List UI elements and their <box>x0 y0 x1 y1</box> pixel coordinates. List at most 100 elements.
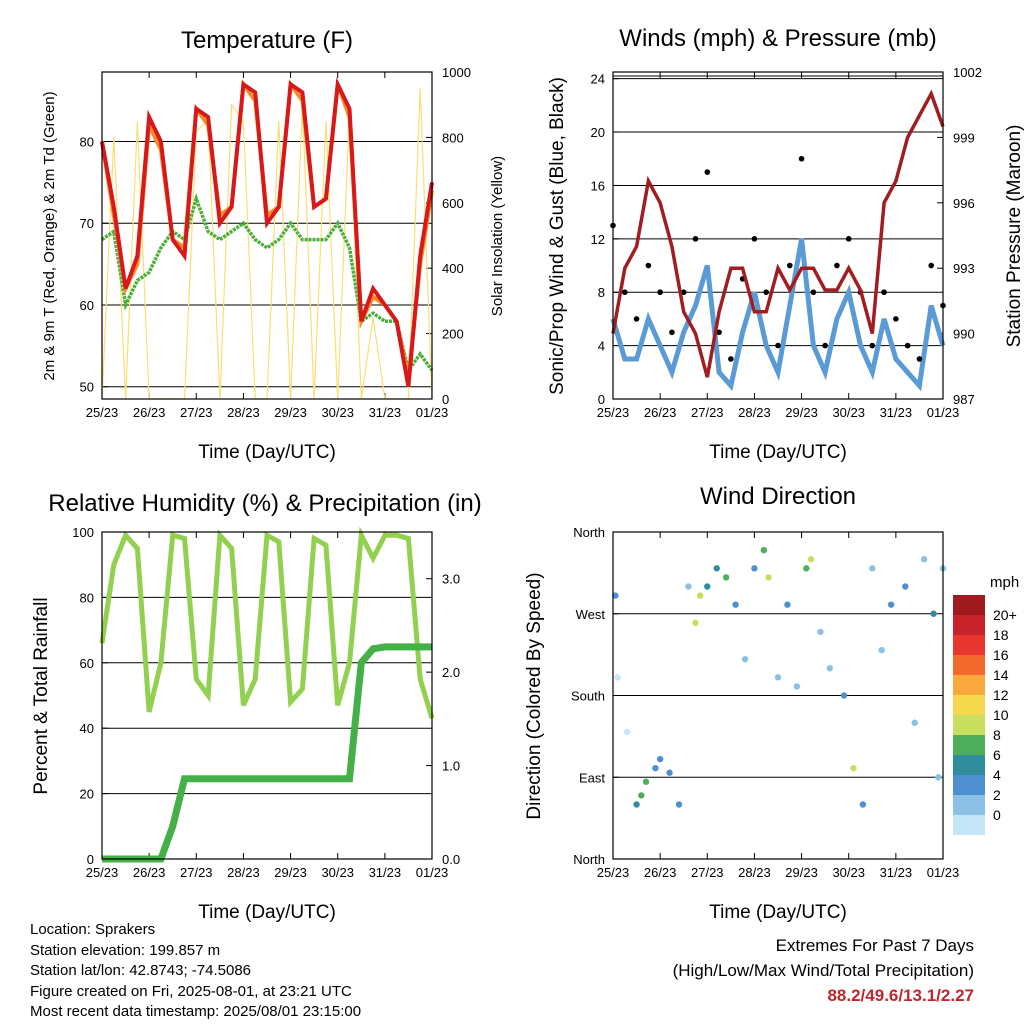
colorbar-swatch <box>953 635 985 655</box>
direction-ytick-label: North <box>573 525 605 540</box>
humidity-xtick-label: 01/23 <box>416 865 449 880</box>
temp-2m-line <box>100 77 434 388</box>
wind-line <box>610 238 946 392</box>
gust-point <box>810 289 817 296</box>
station-info: Location: Sprakers Station elevation: 19… <box>30 920 361 1023</box>
temperature-ylabel-right: Solar Insolation (Yellow) <box>489 156 506 316</box>
colorbar-swatch <box>953 655 985 675</box>
temperature-xtick-label: 31/23 <box>369 405 402 420</box>
temperature-xtick-label: 01/23 <box>416 405 449 420</box>
winds-xtick-label: 30/23 <box>832 405 865 420</box>
gust-point <box>692 236 699 242</box>
temperature-panel: Temperature (F) 2m & 9m T (Red, Orange) … <box>41 27 506 463</box>
temp-9m-line <box>100 78 434 380</box>
direction-point <box>704 583 711 590</box>
colorbar-label: 14 <box>993 667 1009 683</box>
winds-xtick-label: 25/23 <box>597 405 630 420</box>
temperature-plot-area: 25/23 26/23 27/23 28/23 29/23 30/23 31/23 01/23… <box>80 65 471 420</box>
temperature-ytick-right-label: 600 <box>442 196 464 211</box>
humidity-xtick-label: 28/23 <box>227 865 260 880</box>
direction-point <box>869 565 876 572</box>
gust-point <box>845 236 852 242</box>
winds-ytick-label: 12 <box>591 232 605 247</box>
humidity-ytick-label: 0 <box>87 852 94 867</box>
direction-ytick-label: South <box>571 689 605 704</box>
gust-point <box>869 342 876 349</box>
winds-ytick-right-label: 996 <box>953 196 975 211</box>
direction-point <box>741 655 749 663</box>
colorbar-label: 10 <box>993 707 1009 723</box>
direction-point <box>638 792 645 799</box>
direction-point <box>614 674 621 681</box>
humidity-ytick-label: 100 <box>72 525 94 540</box>
gust-point <box>669 329 675 336</box>
temperature-title: Temperature (F) <box>181 27 353 54</box>
station-location: Location: Sprakers <box>30 921 156 938</box>
humidity-ytick-label: 40 <box>80 721 94 736</box>
direction-point <box>666 769 673 776</box>
direction-point <box>817 628 824 636</box>
rh-line <box>99 526 435 720</box>
direction-ylabel-left: Direction (Colored By Speed) <box>524 572 545 819</box>
direction-point <box>656 755 664 763</box>
temperature-ytick-label: 50 <box>80 380 94 395</box>
winds-xtick-label: 29/23 <box>785 405 818 420</box>
winds-panel: Winds (mph) & Pressure (mb) Sonic/Prop W… <box>547 25 1024 463</box>
humidity-ytick-label: 60 <box>80 656 94 671</box>
gust-point <box>916 356 923 362</box>
direction-point <box>911 719 918 726</box>
direction-point <box>935 774 942 781</box>
direction-point <box>826 665 834 672</box>
winds-ytick-right-label: 999 <box>953 130 975 145</box>
gust-point <box>881 289 887 296</box>
colorbar-label: 6 <box>993 747 1001 763</box>
gust-point <box>893 316 899 322</box>
direction-xlabel: Time (Day/UTC) <box>709 902 847 923</box>
gust-point <box>716 329 722 336</box>
temperature-xtick-label: 28/23 <box>227 405 260 420</box>
winds-xtick-label: 26/23 <box>644 405 677 420</box>
temperature-ytick-right-label: 400 <box>442 261 464 276</box>
gust-point <box>928 262 935 269</box>
humidity-plot-area: 25/23 26/23 27/23 28/23 29/23 30/23 31/23 01/23… <box>72 525 460 880</box>
direction-point <box>732 601 739 608</box>
colorbar-label: 18 <box>993 627 1009 643</box>
gust-point <box>751 236 758 242</box>
winds-ytick-label: 20 <box>591 125 605 140</box>
gust-point <box>645 262 652 269</box>
humidity-ytick-right-label: 0.0 <box>442 852 460 867</box>
direction-point <box>633 801 640 808</box>
temperature-ytick-right-label: 0 <box>442 392 449 407</box>
gust-point <box>728 356 734 362</box>
direction-ytick-label: North <box>573 852 605 867</box>
temperature-ylabel-left: 2m & 9m T (Red, Orange) & 2m Td (Green) <box>41 91 58 380</box>
humidity-frame <box>101 531 433 860</box>
direction-point <box>807 556 815 563</box>
gust-point <box>822 342 828 349</box>
extremes-box: Extremes For Past 7 Days (High/Low/Max W… <box>673 933 974 1008</box>
humidity-xtick-label: 25/23 <box>86 865 119 880</box>
humidity-xtick-label: 30/23 <box>321 865 354 880</box>
gust-point <box>763 289 770 296</box>
direction-xtick-label: 26/23 <box>644 865 677 880</box>
winds-ytick-label: 8 <box>598 285 605 300</box>
direction-point <box>859 801 867 808</box>
direction-point <box>612 592 619 599</box>
direction-point <box>675 801 683 808</box>
colorbar-swatch <box>953 775 985 795</box>
direction-point <box>722 574 730 581</box>
direction-point <box>774 674 782 681</box>
humidity-ytick-label: 80 <box>80 590 94 605</box>
temperature-ytick-right-label: 1000 <box>442 65 471 80</box>
extremes-heading: Extremes For Past 7 Days <box>775 936 974 955</box>
humidity-xtick-label: 27/23 <box>180 865 213 880</box>
gust-point <box>657 289 663 296</box>
humidity-panel: Relative Humidity (%) & Precipitation (i… <box>31 490 482 923</box>
colorbar-label: 4 <box>993 767 1001 783</box>
winds-title: Winds (mph) & Pressure (mb) <box>619 25 936 52</box>
direction-xtick-label: 30/23 <box>832 865 865 880</box>
humidity-xtick-label: 26/23 <box>133 865 166 880</box>
direction-point <box>803 565 810 572</box>
colorbar-label: 0 <box>993 807 1001 823</box>
